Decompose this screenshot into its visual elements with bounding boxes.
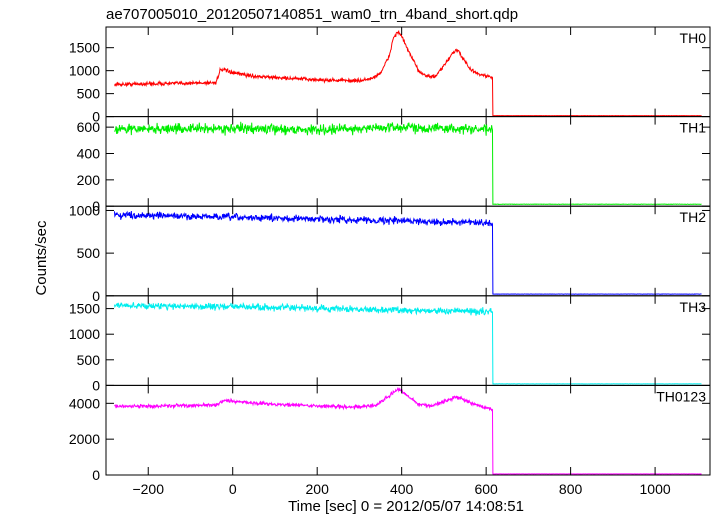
panel-frame: [105, 384, 711, 476]
panel-label: TH2: [680, 209, 707, 225]
y-tick-label: 2000: [69, 431, 100, 447]
x-tick-label: −200: [132, 481, 164, 497]
series-line-th2: [113, 210, 702, 295]
x-tick-label: 800: [559, 481, 583, 497]
y-tick-label: 600: [77, 119, 101, 135]
y-tick-label: 500: [77, 86, 101, 102]
panel-th0123: 0 2000 4000 TH0123: [69, 384, 711, 483]
y-tick-label: 500: [77, 245, 101, 261]
y-tick-label: 1000: [69, 202, 100, 218]
panel-label: TH1: [680, 120, 707, 136]
x-tick-label: 400: [390, 481, 414, 497]
chart-title: ae707005010_20120507140851_wam0_trn_4ban…: [106, 6, 518, 23]
y-tick-label: 400: [77, 145, 101, 161]
y-tick-label: 1500: [69, 301, 100, 317]
y-tick-label: 500: [77, 352, 101, 368]
panel-label: TH0: [680, 30, 707, 46]
panel-th3: 0 500 1000 1500 TH3: [69, 295, 711, 393]
y-tick-label: 1500: [69, 40, 100, 56]
y-tick-label: 0: [92, 377, 100, 393]
panel-label: TH0123: [656, 388, 706, 404]
y-tick-label: 4000: [69, 395, 100, 411]
y-tick-label: 1000: [69, 63, 100, 79]
x-tick-label: 1000: [640, 481, 671, 497]
x-tick-label: 200: [306, 481, 330, 497]
series-line-th1: [114, 121, 702, 206]
series-line-th0123: [114, 387, 702, 475]
series-line-th3: [113, 301, 702, 385]
y-tick-label: 0: [92, 109, 100, 125]
x-axis-label: Time [sec] 0 = 2012/05/07 14:08:51: [288, 498, 524, 515]
panel-th0: 0 500 1000 1500 TH0: [69, 26, 711, 125]
x-tick-label: 600: [474, 481, 498, 497]
panel-frame: [105, 26, 711, 118]
y-tick-label: 1000: [69, 326, 100, 342]
panel-frame: [105, 295, 711, 386]
panel-label: TH3: [680, 299, 707, 315]
y-tick-label: 200: [77, 172, 101, 188]
y-tick-label: 0: [92, 198, 100, 214]
panel-th2: 0 500 1000 TH2: [69, 202, 711, 304]
y-tick-label: 0: [92, 467, 100, 483]
y-tick-label: 0: [92, 288, 100, 304]
y-axis-label: Counts/sec: [33, 220, 50, 296]
panel-th1: 0 200 400 600 TH1: [77, 116, 711, 214]
series-line-th0: [114, 29, 702, 117]
x-tick-label: 0: [229, 481, 237, 497]
